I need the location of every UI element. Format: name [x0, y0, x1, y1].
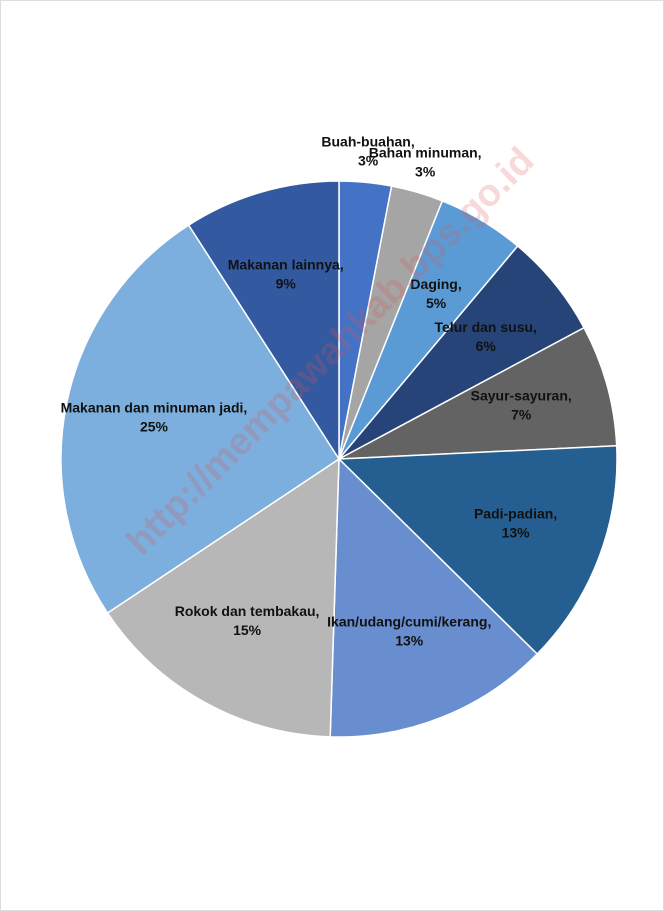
label-separator: ,	[340, 257, 344, 273]
label-separator: ,	[316, 603, 320, 619]
data-label: Padi-padian, 13%	[474, 505, 557, 540]
label-separator: ,	[411, 134, 415, 150]
data-label: Makanan dan minuman jadi, 25%	[61, 399, 248, 434]
label-separator: ,	[553, 505, 557, 521]
value-label: 3%	[415, 164, 436, 180]
category-label: Buah-buahan	[321, 134, 410, 150]
pie-slice	[337, 444, 618, 656]
value-label: 15%	[233, 622, 262, 638]
pie-slice	[338, 326, 618, 460]
label-separator: ,	[487, 613, 491, 629]
data-label: Telur dan susu, 6%	[435, 319, 537, 354]
value-label: 3%	[358, 153, 379, 169]
pie-slice	[187, 180, 340, 462]
category-label: Padi-padian	[474, 505, 553, 521]
data-label: Bahan minuman, 3%	[369, 145, 482, 180]
labels: Buah-buahan, 3%Bahan minuman, 3%Daging, 5%T…	[61, 134, 572, 649]
data-label: Sayur-sayuran, 7%	[471, 388, 572, 423]
slices	[60, 180, 618, 738]
value-label: 9%	[276, 276, 297, 292]
data-label: Makanan lainnya, 9%	[228, 257, 344, 292]
category-label: Daging	[410, 276, 457, 292]
data-label: Rokok dan tembakau, 15%	[175, 603, 320, 638]
pie-slice	[329, 457, 539, 738]
category-label: Telur dan susu	[435, 319, 534, 335]
category-label: Rokok dan tembakau	[175, 603, 316, 619]
data-label: Ikan/udang/cumi/kerang, 13%	[327, 613, 491, 648]
value-label: 13%	[395, 632, 424, 648]
label-separator: ,	[568, 388, 572, 404]
data-label: Daging, 5%	[410, 276, 461, 311]
category-label: Ikan/udang/cumi/kerang	[327, 613, 487, 629]
pie-slice	[60, 224, 341, 615]
value-label: 5%	[426, 295, 447, 311]
label-separator: ,	[243, 399, 247, 415]
value-label: 25%	[140, 418, 169, 434]
category-label: Bahan minuman	[369, 145, 478, 161]
pie-slice	[106, 457, 340, 738]
label-separator: ,	[458, 276, 462, 292]
category-label: Sayur-sayuran	[471, 388, 568, 404]
value-label: 7%	[511, 407, 532, 423]
category-label: Makanan lainnya	[228, 257, 340, 273]
category-label: Makanan dan minuman jadi	[61, 399, 244, 415]
data-label: Buah-buahan, 3%	[321, 134, 414, 169]
value-label: 6%	[476, 338, 497, 354]
label-separator: ,	[533, 319, 537, 335]
label-separator: ,	[478, 145, 482, 161]
value-label: 13%	[502, 524, 531, 540]
